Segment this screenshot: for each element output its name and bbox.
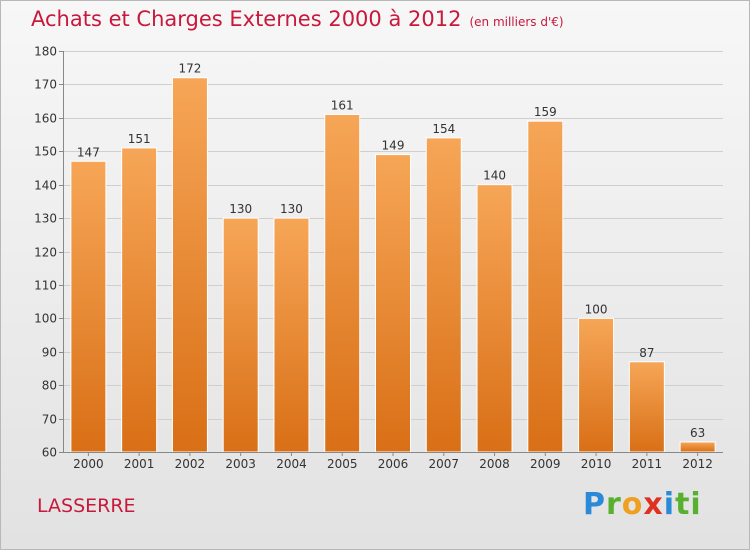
- x-tick-label: 2003: [225, 457, 256, 471]
- x-tick-label: 2012: [682, 457, 713, 471]
- bar-value-label: 172: [178, 62, 201, 76]
- bar-value-label: 151: [128, 132, 151, 146]
- bar: [70, 160, 107, 453]
- bar-value-label: 161: [331, 98, 354, 112]
- x-tick-label: 2000: [73, 457, 104, 471]
- x-tick-label: 2001: [124, 457, 155, 471]
- y-tick-label: 170: [34, 78, 57, 92]
- bar: [273, 217, 310, 453]
- bar-value-label: 100: [585, 302, 608, 316]
- axes: 60 70 80 90 100 110 120 130 140 150 160 170 180 2000 2…: [34, 45, 723, 471]
- x-tick-label: 2002: [175, 457, 206, 471]
- y-tick-label: 150: [34, 145, 57, 159]
- bar-value-label: 147: [77, 145, 100, 159]
- title-unit: (en milliers d'€): [469, 15, 564, 29]
- title-text: Achats et Charges Externes 2000 à 2012: [31, 7, 462, 31]
- x-tick-label: 2005: [327, 457, 358, 471]
- bar: [578, 317, 615, 453]
- bar-value-label: 140: [483, 169, 506, 183]
- y-tick-label: 60: [42, 446, 57, 460]
- bar-value-label: 149: [382, 139, 405, 153]
- bar: [171, 77, 208, 453]
- y-tick-label: 130: [34, 212, 57, 226]
- y-tick-label: 110: [34, 279, 57, 293]
- bar: [121, 147, 158, 453]
- bar: [679, 441, 716, 453]
- proxiti-logo: Proxiti: [583, 487, 702, 522]
- bars: 147 151 172 130 130 161 149 154 140 159 100 87 63: [70, 62, 716, 453]
- bar: [527, 120, 564, 453]
- bar-value-label: 87: [639, 346, 654, 360]
- x-tick-label: 2004: [276, 457, 307, 471]
- y-tick-label: 70: [42, 413, 57, 427]
- y-tick-label: 160: [34, 112, 57, 126]
- bar: [222, 217, 259, 453]
- bar-value-label: 130: [229, 202, 252, 216]
- y-tick-label: 90: [42, 346, 57, 360]
- bar-value-label: 63: [690, 426, 705, 440]
- bar: [375, 154, 411, 453]
- bar-value-label: 130: [280, 202, 303, 216]
- bar-value-label: 159: [534, 105, 557, 119]
- x-tick-label: 2007: [428, 457, 459, 471]
- y-tick-label: 100: [34, 312, 57, 326]
- y-tick-label: 180: [34, 45, 57, 59]
- bar: [476, 184, 513, 453]
- x-tick-label: 2010: [581, 457, 612, 471]
- bar-value-label: 154: [432, 122, 455, 136]
- x-tick-label: 2011: [632, 457, 663, 471]
- town-name: LASSERRE: [37, 495, 136, 517]
- x-tick-label: 2006: [378, 457, 409, 471]
- y-tick-label: 140: [34, 179, 57, 193]
- bar: [425, 137, 462, 453]
- chart-title: Achats et Charges Externes 2000 à 2012 (e…: [31, 7, 564, 31]
- bar: [628, 361, 665, 453]
- x-tick-label: 2009: [530, 457, 561, 471]
- y-tick-label: 80: [42, 379, 57, 393]
- x-tick-label: 2008: [479, 457, 510, 471]
- y-tick-label: 120: [34, 246, 57, 260]
- bar: [324, 113, 361, 453]
